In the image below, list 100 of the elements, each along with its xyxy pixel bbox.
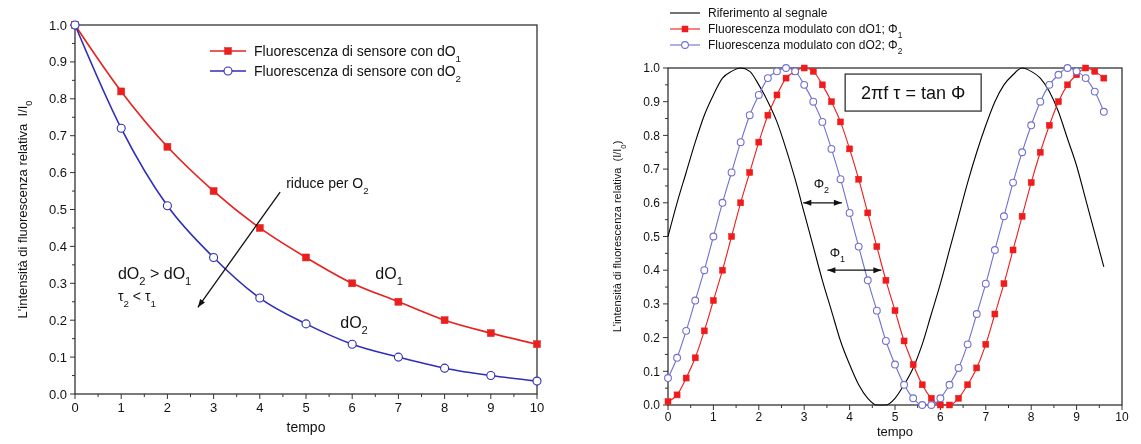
- y-tick-label: 0.2: [48, 312, 67, 328]
- point: [963, 340, 972, 349]
- y-tick-label: 0.4: [643, 263, 661, 278]
- point: [1027, 121, 1036, 130]
- point: [810, 68, 817, 75]
- y-tick-label: 0.9: [48, 54, 67, 70]
- annotation: dO$_{1}$: [375, 264, 403, 287]
- point: [945, 380, 954, 389]
- point: [819, 81, 826, 89]
- point: [1055, 98, 1062, 105]
- x-tick-label: 3: [209, 400, 218, 415]
- point: [800, 80, 809, 89]
- point: [782, 64, 790, 72]
- annotation: riduce per O$_{2}$: [286, 175, 369, 196]
- point: [664, 374, 672, 382]
- point: [900, 337, 908, 345]
- point: [1072, 67, 1081, 76]
- point: [533, 340, 541, 348]
- point: [828, 98, 835, 105]
- point: [891, 360, 899, 369]
- point: [691, 296, 700, 305]
- y-tick-label: 0.8: [48, 91, 67, 107]
- point: [846, 145, 853, 153]
- point: [1064, 81, 1071, 89]
- point: [773, 91, 781, 99]
- annotation: dO$_{2}$ > dO$_{1}$: [117, 264, 192, 287]
- point: [946, 401, 953, 409]
- point: [864, 209, 872, 217]
- legend-label: Fluorescenza di sensore con dO$_{2}$: [254, 62, 462, 84]
- point: [882, 277, 890, 284]
- x-tick-label: 2: [755, 410, 763, 424]
- point: [1000, 212, 1008, 221]
- point: [728, 233, 735, 240]
- point: [809, 97, 818, 106]
- point: [836, 175, 845, 184]
- point: [1018, 148, 1027, 157]
- x-tick-label: 10: [1115, 410, 1129, 424]
- y-tick-label: 0.5: [48, 202, 67, 218]
- point: [918, 381, 926, 389]
- point: [116, 123, 126, 133]
- legend-label: Fluorescenza modulato con dO1; Φ$_{1}$: [708, 22, 903, 41]
- y-tick-label: 0.1: [643, 364, 661, 379]
- x-tick-label: 9: [1073, 410, 1081, 424]
- x-tick-label: 2: [163, 400, 172, 415]
- x-tick-label: 0: [71, 400, 79, 415]
- y-tick-label: 0.6: [643, 196, 661, 210]
- point: [719, 266, 726, 274]
- annotation: 2πf τ = tan Φ: [860, 83, 966, 103]
- point: [1009, 246, 1017, 254]
- point: [532, 376, 542, 386]
- point: [718, 198, 727, 207]
- point: [900, 380, 909, 389]
- point: [773, 67, 781, 76]
- point: [737, 199, 744, 207]
- y-tick-label: 0.6: [48, 165, 67, 181]
- point: [782, 74, 790, 82]
- point: [347, 339, 357, 349]
- point: [845, 208, 854, 217]
- y-tick-label: 0.4: [48, 238, 67, 254]
- point: [486, 371, 496, 381]
- legend-label: Fluorescenza di sensore con dO$_{1}$: [254, 42, 462, 64]
- point: [1090, 87, 1099, 96]
- x-tick-label: 7: [394, 400, 403, 415]
- point: [990, 246, 999, 254]
- point: [301, 319, 311, 329]
- point: [348, 279, 356, 288]
- point: [1046, 122, 1053, 129]
- point: [162, 201, 172, 211]
- point: [117, 87, 125, 96]
- point: [1099, 107, 1108, 116]
- point: [763, 74, 772, 83]
- point: [1100, 74, 1108, 82]
- point: [209, 187, 218, 195]
- point: [954, 363, 963, 372]
- point: [745, 111, 754, 120]
- point: [440, 316, 449, 324]
- point: [909, 361, 917, 368]
- point: [981, 279, 990, 288]
- point: [964, 381, 971, 389]
- point: [855, 175, 862, 183]
- point: [700, 266, 709, 275]
- x-tick-label: 3: [800, 410, 808, 424]
- point: [255, 293, 265, 303]
- point: [872, 306, 881, 315]
- point: [1045, 80, 1054, 89]
- point: [736, 138, 745, 147]
- point: [673, 353, 682, 362]
- y-tick-label: 1.0: [643, 61, 661, 76]
- point: [209, 252, 219, 263]
- x-tick-label: 4: [256, 400, 264, 415]
- point: [863, 276, 872, 285]
- x-tick-label: 1: [710, 410, 718, 424]
- y-tick-label: 0.9: [643, 94, 661, 109]
- x-tick-label: 6: [937, 410, 945, 424]
- point: [1054, 70, 1063, 79]
- y-tick-label: 0.3: [48, 275, 67, 291]
- point: [854, 242, 863, 251]
- point: [1009, 178, 1017, 187]
- x-axis-title: tempo: [286, 419, 326, 435]
- point: [682, 374, 690, 382]
